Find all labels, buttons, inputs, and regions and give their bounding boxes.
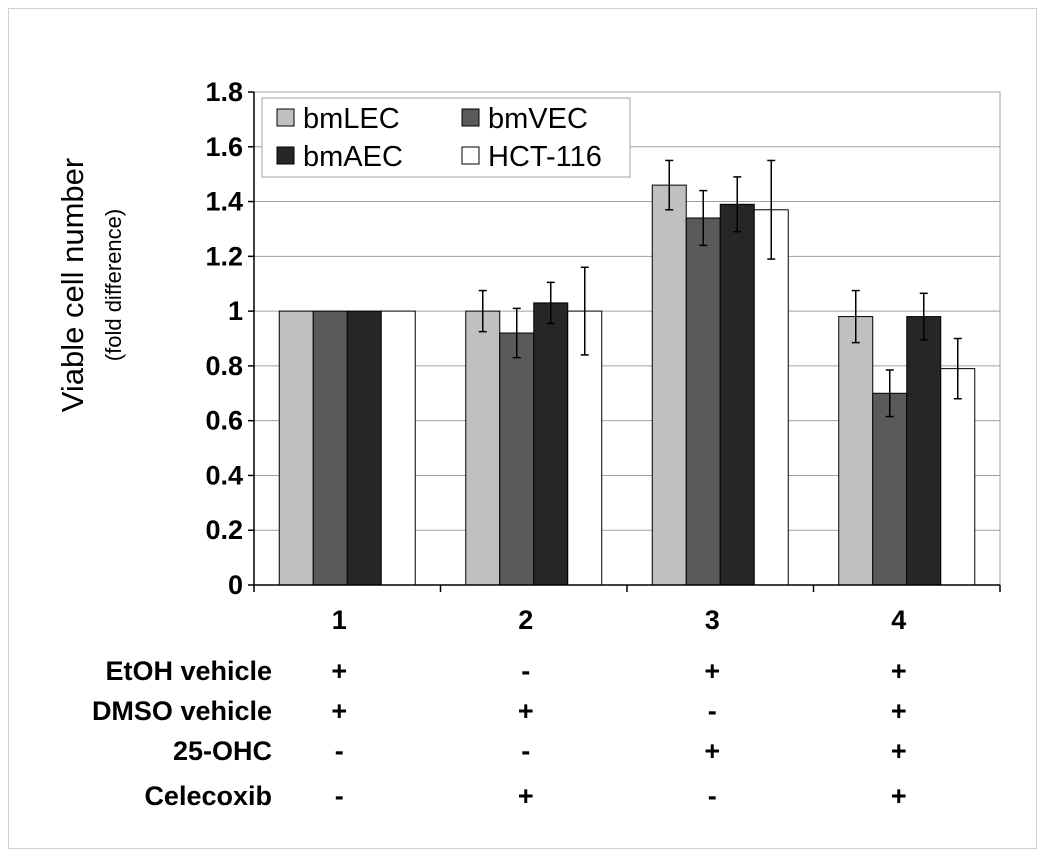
y-tick-label: 1.2 [205,241,243,271]
bar [651,184,687,586]
y-axis-subtitle: (fold difference) [101,209,126,361]
legend-label-bmaec: bmAEC [303,141,403,173]
x-tick-label: 4 [891,605,906,635]
treatment-mark: + [331,656,347,686]
legend-swatch-bmlec [276,108,295,127]
legend-swatch-hct116 [461,146,480,165]
legend-swatch-bmvec [461,108,480,127]
y-axis-title: Viable cell number [55,158,90,412]
bar [872,392,908,586]
bar [753,209,789,586]
y-tick-label: 0.4 [205,460,243,490]
axes-layer: 0 0.2 0.4 0.6 0.8 1 1.2 1.4 1.6 1.8 1 2 3 4 [205,77,1001,635]
treatment-label: Celecoxib [144,781,272,811]
y-tick-label: 0.6 [205,406,243,436]
treatment-mark: + [704,656,720,686]
treatment-mark: + [518,781,534,811]
treatment-mark: - [708,781,717,811]
legend-swatch-bmaec [276,146,295,165]
legend-label-hct116: HCT-116 [488,141,602,173]
y-tick-label: 0 [228,570,243,600]
y-tick-label: 1.8 [205,77,243,107]
bar [567,310,603,586]
legend-label-bmlec: bmLEC [303,103,400,135]
bar [906,316,942,586]
y-tick-label: 1.6 [205,132,243,162]
treatment-mark: - [521,736,530,766]
y-tick-label: 0.2 [205,515,243,545]
y-tick-label: 1 [228,296,243,326]
bar [838,316,874,586]
x-tick-label: 1 [332,605,347,635]
y-tick-label: 1.4 [205,187,243,217]
treatment-mark: - [335,781,344,811]
legend-box [261,97,631,178]
bar [380,310,416,586]
treatment-label: DMSO vehicle [92,696,272,726]
treatment-mark: - [708,696,717,726]
bar [719,203,755,586]
bar [499,332,535,586]
treatment-mark: + [331,696,347,726]
treatment-label: 25-OHC [173,736,272,766]
treatment-mark: + [891,696,907,726]
bar [940,368,976,586]
treatment-label: EtOH vehicle [105,656,272,686]
legend: bmLEC bmVEC bmAEC HCT-116 [261,97,631,178]
treatment-mark: + [891,736,907,766]
bar [278,310,314,586]
bar [465,310,501,586]
treatment-mark: + [891,656,907,686]
x-tick-label: 3 [705,605,720,635]
bar [312,310,348,586]
treatment-table: EtOH vehicle + - + + DMSO vehicle + + - +25-OHC - -… [92,656,907,811]
legend-label-bmvec: bmVEC [488,103,588,135]
treatment-mark: + [704,736,720,766]
bar [346,310,382,586]
treatment-mark: - [335,736,344,766]
bar [685,217,721,586]
bar [533,302,569,586]
y-axis-title-group: Viable cell number (fold difference) [55,158,126,412]
x-tick-label: 2 [518,605,533,635]
treatment-mark: + [891,781,907,811]
treatment-mark: + [518,696,534,726]
bars-layer [278,159,976,586]
y-tick-label: 0.8 [205,351,243,381]
treatment-mark: - [521,656,530,686]
